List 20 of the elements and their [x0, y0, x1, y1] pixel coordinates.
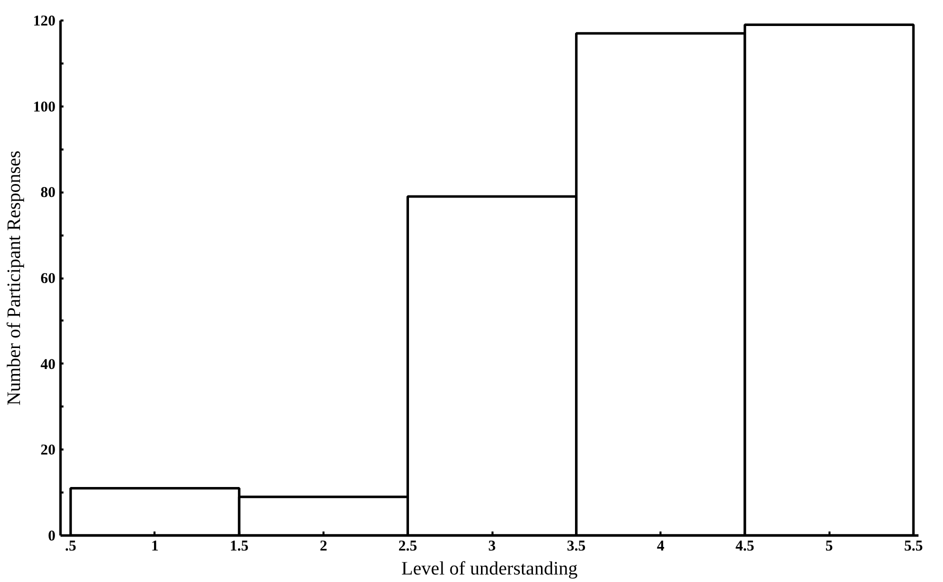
y-axis-title: Number of Participant Responses: [4, 150, 25, 406]
x-tick-label: 5: [825, 538, 833, 554]
x-tick-label: 3.5: [566, 538, 586, 554]
y-tick-label: 80: [40, 185, 56, 202]
y-tick-label: 0: [48, 528, 56, 544]
x-tick-label: .5: [64, 538, 76, 554]
x-tick-label: 4.5: [736, 538, 754, 554]
x-tick-label: 1.5: [230, 538, 249, 554]
y-tick-label: 20: [40, 442, 56, 459]
y-tick-label: 60: [40, 271, 56, 287]
x-tick-label: 2: [320, 538, 328, 554]
x-tick-label: 1: [151, 538, 159, 554]
y-tick-label: 120: [33, 14, 56, 30]
x-tick-label: 3: [488, 538, 496, 554]
y-tick-label: 40: [40, 356, 56, 373]
x-tick-label: 4: [656, 538, 665, 554]
x-tick-label: 5.5: [904, 538, 923, 554]
x-tick-label: 2.5: [398, 538, 418, 554]
x-axis-title: Level of understanding: [401, 558, 578, 580]
y-tick-label: 100: [33, 99, 56, 116]
